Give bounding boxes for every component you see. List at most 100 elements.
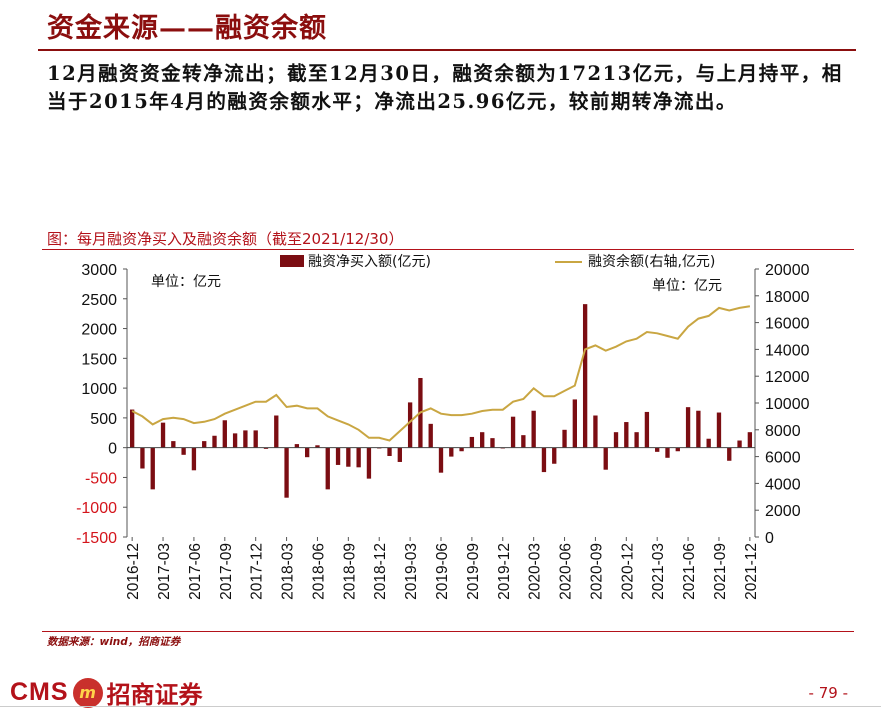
net-buy-bar [562,430,566,448]
net-buy-bar [490,438,494,448]
logo-cms-text: CMS [10,678,69,707]
net-buy-bar [645,412,649,448]
right-tick-label: 4000 [765,476,801,493]
net-buy-bar [737,441,741,448]
net-buy-bar [171,441,175,448]
net-buy-bar [202,441,206,448]
x-tick-label: 2018-09 [341,543,358,600]
net-buy-bar [161,423,165,448]
left-tick-label: -500 [85,470,117,487]
x-tick-label: 2019-03 [403,543,420,600]
net-buy-bar [521,435,525,448]
net-buy-bar [398,448,402,462]
chart-bottom-divider [42,631,854,632]
right-tick-label: 18000 [765,289,810,306]
net-buy-bar [346,448,350,467]
net-buy-bar [326,448,330,490]
right-tick-label: 14000 [765,342,810,359]
x-tick-label: 2019-12 [496,543,513,600]
net-buy-bar [531,411,535,448]
net-buy-bar [408,402,412,447]
x-tick-label: 2018-06 [310,543,327,600]
right-tick-label: 12000 [765,369,810,386]
net-buy-bar [305,448,309,458]
net-buy-bar [727,448,731,461]
logo-mark-icon: m [73,678,103,708]
page-number: - 79 - [809,684,848,702]
left-tick-label: 500 [90,411,117,428]
net-buy-bar [387,448,391,456]
left-tick-label: 0 [108,441,117,458]
right-tick-label: 2000 [765,503,801,520]
net-buy-bar [542,448,546,472]
net-buy-bar [552,448,556,464]
left-tick-label: 1000 [81,381,117,398]
net-buy-bar [356,448,360,468]
net-buy-bar [367,448,371,479]
net-buy-bar [604,448,608,470]
net-buy-bar [274,416,278,448]
x-tick-label: 2020-03 [527,543,544,600]
net-buy-bar [254,430,258,447]
right-tick-label: 16000 [765,316,810,333]
x-tick-label: 2020-09 [588,543,605,600]
net-buy-bar [583,304,587,448]
x-tick-label: 2019-09 [465,543,482,600]
legend-bar-swatch [280,255,304,267]
left-tick-label: 3000 [81,262,117,279]
right-tick-label: 6000 [765,450,801,467]
x-tick-label: 2017-09 [218,543,235,600]
net-buy-bar [181,448,185,455]
right-tick-label: 8000 [765,423,801,440]
x-tick-label: 2021-03 [650,543,667,600]
right-tick-label: 10000 [765,396,810,413]
net-buy-bar [449,448,453,457]
net-buy-bar [459,448,463,452]
net-buy-bar [243,430,247,447]
legend-line-label: 融资余额(右轴,亿元) [588,253,715,270]
net-buy-bar [439,448,443,473]
net-buy-bar [593,416,597,448]
net-buy-bar [614,432,618,447]
company-logo: CMS m 招商证券 [10,675,203,710]
net-buy-bar [624,422,628,448]
net-buy-bar [192,448,196,471]
x-tick-label: 2017-03 [156,543,173,600]
x-tick-label: 2018-12 [372,543,389,600]
net-buy-bar [686,407,690,447]
legend-bar-label: 融资净买入额(亿元) [308,254,431,270]
net-buy-bar [696,411,700,448]
net-buy-bar [429,424,433,448]
left-tick-label: -1000 [76,500,117,517]
x-tick-label: 2021-06 [681,543,698,600]
margin-financing-chart: -1500-1000-50005001000150020002500300002… [0,0,881,707]
x-tick-label: 2021-09 [712,543,729,600]
net-buy-bar [655,448,659,452]
x-tick-label: 2020-06 [558,543,575,600]
net-buy-bar [284,448,288,498]
x-tick-label: 2020-12 [619,543,636,600]
net-buy-bar [336,448,340,465]
right-tick-label: 20000 [765,262,810,279]
net-buy-bar [511,417,515,448]
data-source: 数据来源：wind，招商证券 [47,634,180,649]
x-tick-label: 2017-12 [249,543,266,600]
net-buy-bar [295,444,299,448]
net-buy-bar [707,439,711,448]
net-buy-bar [470,437,474,448]
net-buy-bar [480,432,484,447]
left-tick-label: 2500 [81,292,117,309]
x-tick-label: 2017-06 [187,543,204,600]
net-buy-bar [748,432,752,447]
net-buy-bar [665,448,669,458]
net-buy-bar [676,448,680,452]
net-buy-bar [223,420,227,447]
net-buy-bar [212,436,216,448]
x-tick-label: 2016-12 [125,543,142,600]
unit-left-label: 单位：亿元 [151,274,221,290]
net-buy-bar [717,413,721,448]
chart-legend: 融资净买入额(亿元) 融资余额(右轴,亿元) [280,253,715,270]
logo-cn-text: 招商证券 [107,675,203,710]
x-tick-label: 2021-12 [743,543,760,600]
right-tick-label: 0 [765,530,774,547]
